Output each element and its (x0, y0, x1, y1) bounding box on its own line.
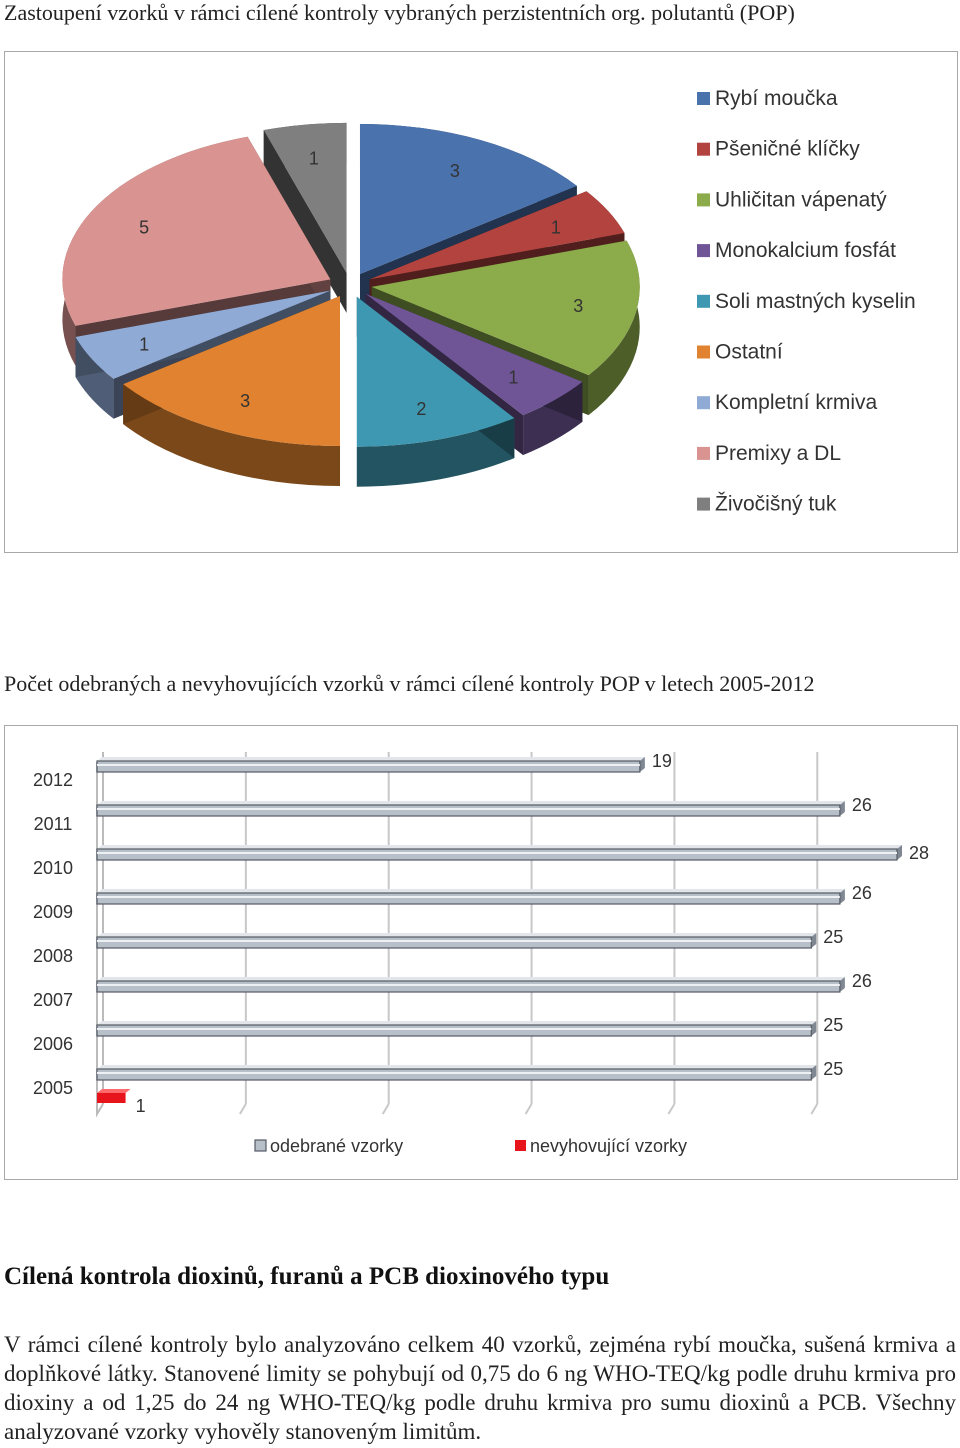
bar-value-label: 26 (852, 883, 872, 903)
pie-value-label: 3 (240, 391, 250, 411)
section-heading: Cílená kontrola dioxinů, furanů a PCB di… (4, 1263, 610, 1290)
bar-legend-item: odebrané vzorky (270, 1136, 403, 1156)
bar-odebrane-2010 (96, 845, 902, 861)
pie-legend-swatch (697, 193, 710, 207)
pie-chart: 1 3 1 5 3 1 1 3 2 Rybí moučka Pšeničné klíčky Uhlič… (4, 51, 958, 553)
pie-legend-swatch (697, 294, 710, 308)
pie-chart-caption: Zastoupení vzorků v rámci cílené kontrol… (4, 0, 795, 25)
pie-legend-swatch (697, 497, 710, 511)
pie-legend-swatch (697, 446, 710, 460)
bar-value-label: 25 (823, 1059, 843, 1079)
pie-value-label: 5 (139, 217, 149, 237)
category-label: 2006 (33, 1034, 73, 1054)
bar-odebrane-2007 (96, 977, 845, 993)
pie-legend: Rybí moučka Pšeničné klíčky Uhličitan vápe… (697, 87, 916, 516)
bar-value-label: 28 (909, 843, 929, 863)
category-label: 2007 (33, 990, 73, 1010)
bar-value-label: 26 (852, 971, 872, 991)
bar-odebrane-2012 (96, 757, 645, 773)
pie-legend-swatch (697, 396, 710, 410)
pie-value-label: 3 (573, 296, 583, 316)
pie-legend-swatch (697, 345, 710, 359)
category-label: 2010 (33, 858, 73, 878)
bar-value-label: 26 (852, 795, 872, 815)
bar-chart-caption: Počet odebraných a nevyhovujících vzorků… (4, 671, 815, 696)
category-label: 2008 (33, 946, 73, 966)
pie-value-label: 2 (416, 399, 426, 419)
category-label: 2012 (33, 770, 73, 790)
pie-value-label: 1 (551, 217, 561, 237)
category-label: 2005 (33, 1078, 73, 1098)
bar-value-label: 19 (652, 751, 672, 771)
bar-legend-item: nevyhovující vzorky (530, 1136, 687, 1156)
bar-odebrane-2006 (96, 1021, 817, 1037)
pie-legend-item: Živočišný tuk (715, 493, 837, 516)
bar-value-label: 1 (136, 1096, 146, 1116)
bar-value-label: 25 (823, 927, 843, 947)
pie-chart-svg: 1 3 1 5 3 1 1 3 2 Rybí moučka Pšeničné klíčky Uhlič… (62, 87, 916, 516)
bar-value-label: 25 (823, 1015, 843, 1035)
pie-legend-swatch (697, 142, 710, 156)
pie-value-label: 1 (139, 335, 149, 355)
pie-slice-soli-mastnych-kyselin (356, 296, 515, 487)
bar-odebrane-2009 (96, 889, 845, 905)
section-body: V rámci cílené kontroly bylo analyzováno… (4, 1332, 956, 1444)
bar-legend-swatch (515, 1140, 526, 1151)
pie-legend-swatch (697, 244, 710, 258)
pie-legend-item: Ostatní (715, 341, 783, 364)
pie-legend-item: Premixy a DL (715, 442, 841, 465)
pie-legend-item: Soli mastných kyselin (715, 290, 916, 313)
bar-chart-svg: 2005 25 1 2006 25 2007 26 2008 25 2009 26 2010 28 201… (33, 751, 929, 1156)
bar-chart: 2005 25 1 2006 25 2007 26 2008 25 2009 26 2010 28 201… (4, 725, 958, 1180)
pie-value-label: 3 (450, 161, 460, 181)
pie-slice-zivocisny-tuk (263, 122, 347, 313)
pie-slice-ostatni (123, 295, 341, 486)
pie-value-label: 1 (508, 367, 518, 387)
pie-legend-item: Pšeničné klíčky (715, 138, 860, 161)
pie-legend-swatch (697, 92, 710, 105)
bar-legend-swatch (254, 1139, 267, 1152)
pie-legend-item: Rybí moučka (715, 87, 838, 110)
category-label: 2009 (33, 902, 73, 922)
bar-nevyhovujici-2005 (97, 1089, 131, 1103)
bar-odebrane-2005 (96, 1065, 817, 1081)
bar-legend: odebrané vzorky nevyhovující vzorky (254, 1136, 687, 1156)
pie-legend-item: Monokalcium fosfát (715, 239, 896, 262)
category-label: 2011 (34, 814, 73, 834)
pie-value-label: 1 (309, 148, 319, 168)
pie-legend-item: Uhličitan vápenatý (715, 188, 887, 211)
bar-odebrane-2011 (96, 801, 845, 817)
bar-odebrane-2008 (96, 933, 817, 949)
pie-legend-item: Kompletní krmiva (715, 391, 878, 414)
